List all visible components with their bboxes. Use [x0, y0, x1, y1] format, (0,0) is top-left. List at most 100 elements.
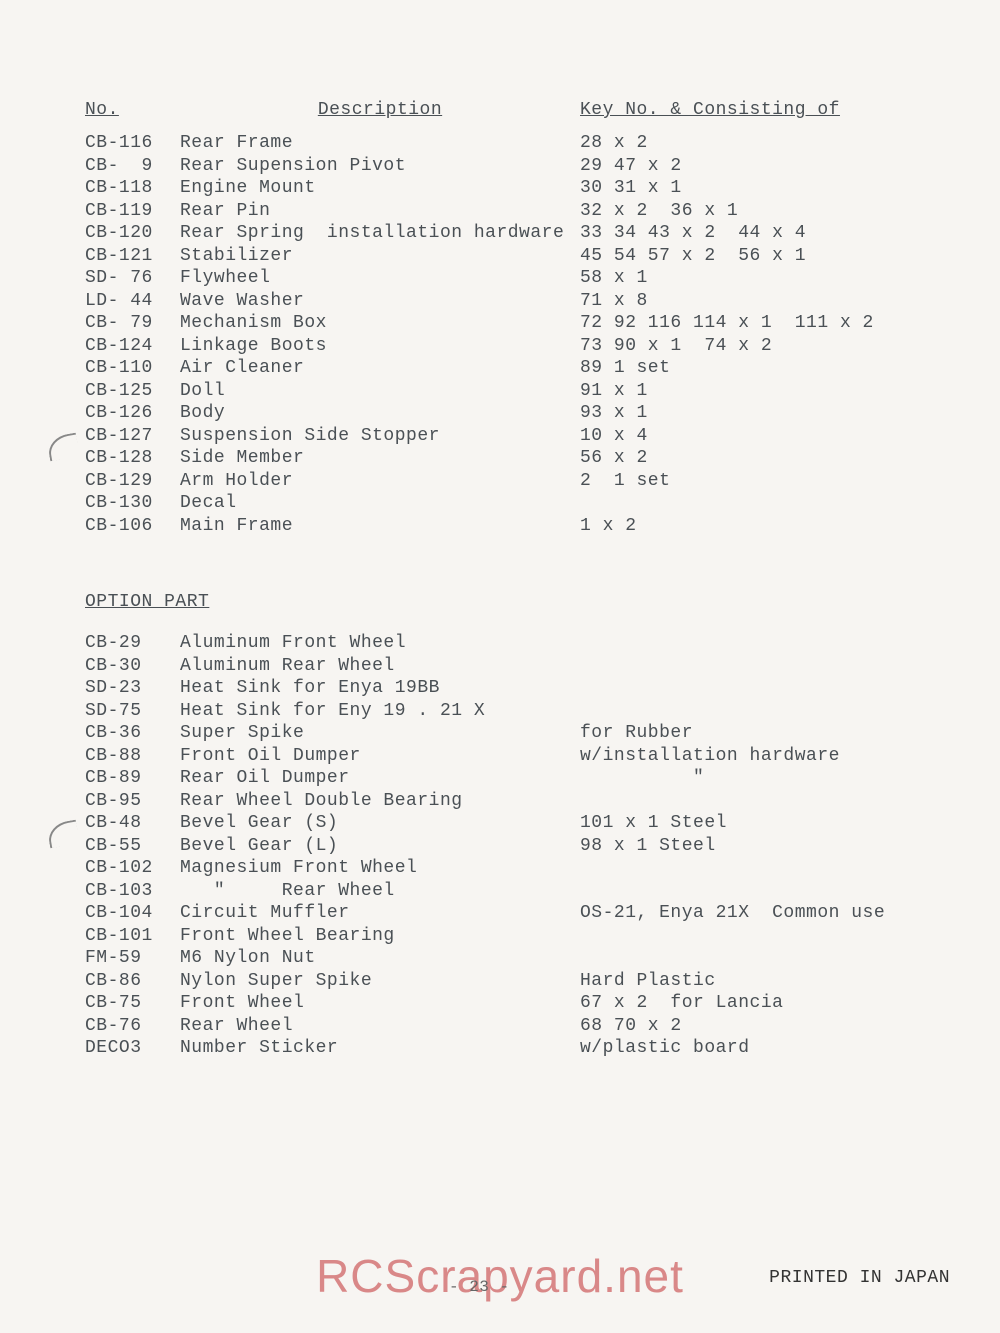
part-number: CB- 79 — [85, 312, 180, 335]
part-key — [580, 700, 920, 723]
part-key: 2 1 set — [580, 470, 920, 493]
table-row: CB-55 Bevel Gear (L)98 x 1 Steel — [85, 835, 940, 858]
part-key: " — [580, 767, 920, 790]
table-row: CB- 9Rear Supension Pivot29 47 x 2 — [85, 155, 940, 178]
part-description: Decal — [180, 492, 580, 515]
part-description: Wave Washer — [180, 290, 580, 313]
table-row: CB-103 " Rear Wheel — [85, 880, 940, 903]
table-row: CB-102Magnesium Front Wheel — [85, 857, 940, 880]
part-number: CB-116 — [85, 132, 180, 155]
part-key: 29 47 x 2 — [580, 155, 920, 178]
page-content: No. Description Key No. & Consisting of … — [0, 0, 1000, 1100]
table-row: CB-121Stabilizer45 54 57 x 2 56 x 1 — [85, 245, 940, 268]
part-key: 33 34 43 x 2 44 x 4 — [580, 222, 920, 245]
part-key — [580, 947, 920, 970]
table-row: CB-76 Rear Wheel68 70 x 2 — [85, 1015, 940, 1038]
part-key: 101 x 1 Steel — [580, 812, 920, 835]
part-description: M6 Nylon Nut — [180, 947, 580, 970]
part-description: Engine Mount — [180, 177, 580, 200]
part-description: Rear Oil Dumper — [180, 767, 580, 790]
part-number: CB-120 — [85, 222, 180, 245]
part-number: CB-124 — [85, 335, 180, 358]
part-key — [580, 655, 920, 678]
part-number: CB-89 — [85, 767, 180, 790]
part-description: Aluminum Rear Wheel — [180, 655, 580, 678]
part-key: 73 90 x 1 74 x 2 — [580, 335, 920, 358]
table-row: DECO3 Number Stickerw/plastic board — [85, 1037, 940, 1060]
table-row: CB-116Rear Frame28 x 2 — [85, 132, 940, 155]
part-key: 67 x 2 for Lancia — [580, 992, 920, 1015]
part-description: Number Sticker — [180, 1037, 580, 1060]
part-number: CB-29 — [85, 632, 180, 655]
part-description: Magnesium Front Wheel — [180, 857, 580, 880]
part-description: Nylon Super Spike — [180, 970, 580, 993]
part-description: Heat Sink for Enya 19BB — [180, 677, 580, 700]
part-description: Mechanism Box — [180, 312, 580, 335]
table-row: CB-110Air Cleaner89 1 set — [85, 357, 940, 380]
table-row: CB-125Doll91 x 1 — [85, 380, 940, 403]
table-row: CB-129Arm Holder2 1 set — [85, 470, 940, 493]
part-key: 58 x 1 — [580, 267, 920, 290]
table-row: LD- 44Wave Washer71 x 8 — [85, 290, 940, 313]
table-row: CB- 79Mechanism Box72 92 116 114 x 1 111… — [85, 312, 940, 335]
part-number: CB-126 — [85, 402, 180, 425]
part-number: CB-121 — [85, 245, 180, 268]
part-key — [580, 880, 920, 903]
part-key: w/plastic board — [580, 1037, 920, 1060]
part-number: CB-110 — [85, 357, 180, 380]
part-number: CB-48 — [85, 812, 180, 835]
part-key: 30 31 x 1 — [580, 177, 920, 200]
part-key: 89 1 set — [580, 357, 920, 380]
part-description: Side Member — [180, 447, 580, 470]
part-key: OS-21, Enya 21X Common use — [580, 902, 920, 925]
part-key — [580, 857, 920, 880]
part-description: Front Wheel — [180, 992, 580, 1015]
part-number: CB-129 — [85, 470, 180, 493]
part-description: Main Frame — [180, 515, 580, 538]
table-row: CB-126Body93 x 1 — [85, 402, 940, 425]
part-key: 1 x 2 — [580, 515, 920, 538]
part-number: CB-95 — [85, 790, 180, 813]
part-number: CB-102 — [85, 857, 180, 880]
part-key: 93 x 1 — [580, 402, 920, 425]
part-number: CB-55 — [85, 835, 180, 858]
part-key: 68 70 x 2 — [580, 1015, 920, 1038]
part-number: DECO3 — [85, 1037, 180, 1060]
part-description: Heat Sink for Eny 19 . 21 X — [180, 700, 580, 723]
table-row: CB-120Rear Spring installation hardware3… — [85, 222, 940, 245]
table-header: No. Description Key No. & Consisting of — [85, 100, 940, 120]
table-row: CB-130Decal — [85, 492, 940, 515]
part-description: Rear Frame — [180, 132, 580, 155]
part-key: for Rubber — [580, 722, 920, 745]
part-number: SD-23 — [85, 677, 180, 700]
part-description: Doll — [180, 380, 580, 403]
part-number: SD-75 — [85, 700, 180, 723]
page-number: - 23 - — [449, 1278, 510, 1296]
part-description: Aluminum Front Wheel — [180, 632, 580, 655]
part-key: 98 x 1 Steel — [580, 835, 920, 858]
header-no: No. — [85, 100, 180, 120]
part-key: 91 x 1 — [580, 380, 920, 403]
table-row: SD-23 Heat Sink for Enya 19BB — [85, 677, 940, 700]
part-key: w/installation hardware — [580, 745, 920, 768]
option-section-title: OPTION PART — [85, 592, 940, 612]
part-key — [580, 677, 920, 700]
table-row: CB-104Circuit MufflerOS-21, Enya 21X Com… — [85, 902, 940, 925]
part-number: CB-104 — [85, 902, 180, 925]
part-description: Bevel Gear (S) — [180, 812, 580, 835]
table-row: SD- 76Flywheel58 x 1 — [85, 267, 940, 290]
table-row: CB-127Suspension Side Stopper10 x 4 — [85, 425, 940, 448]
part-description: Linkage Boots — [180, 335, 580, 358]
part-key — [580, 492, 920, 515]
part-number: CB-86 — [85, 970, 180, 993]
part-description: Front Oil Dumper — [180, 745, 580, 768]
table-row: CB-89 Rear Oil Dumper " — [85, 767, 940, 790]
part-number: LD- 44 — [85, 290, 180, 313]
part-key: 45 54 57 x 2 56 x 1 — [580, 245, 920, 268]
table-row: CB-29 Aluminum Front Wheel — [85, 632, 940, 655]
table-row: CB-101Front Wheel Bearing — [85, 925, 940, 948]
table-row: CB-88 Front Oil Dumperw/installation har… — [85, 745, 940, 768]
part-description: Rear Spring installation hardware — [180, 222, 580, 245]
part-description: Front Wheel Bearing — [180, 925, 580, 948]
part-number: CB-76 — [85, 1015, 180, 1038]
